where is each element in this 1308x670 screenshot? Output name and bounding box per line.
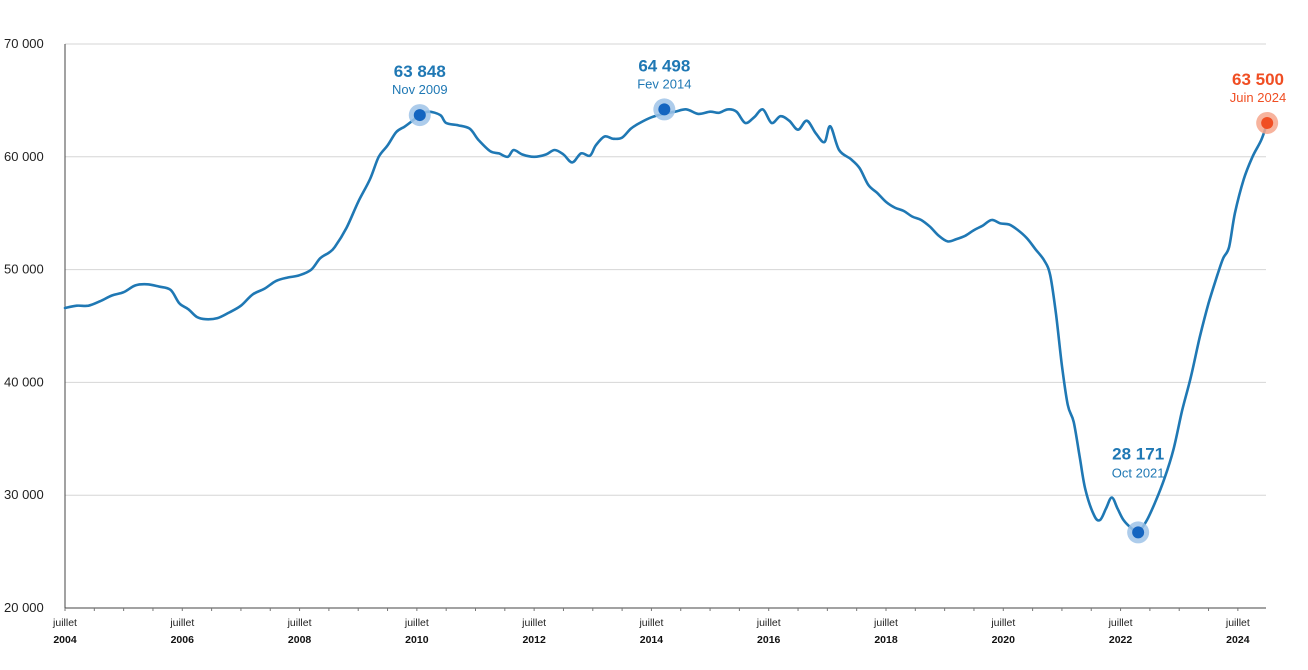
y-tick-label: 60 000 xyxy=(4,149,44,164)
x-tick-label-month: juillet xyxy=(638,617,663,629)
annotation-marker xyxy=(1132,526,1145,539)
annotation-date: Oct 2021 xyxy=(1112,465,1165,480)
annotation-value: 64 498 xyxy=(638,56,690,75)
x-tick-label-month: juillet xyxy=(756,617,781,629)
x-tick-label-month: juillet xyxy=(990,617,1015,629)
x-tick-label-month: juillet xyxy=(287,617,312,629)
annotation-date: Fev 2014 xyxy=(637,76,691,91)
x-tick-label-month: juillet xyxy=(52,617,77,629)
x-tick-label-year: 2014 xyxy=(640,634,664,646)
x-tick-label-year: 2020 xyxy=(992,634,1016,646)
annotation-value: 28 171 xyxy=(1112,444,1164,463)
annotation-date: Juin 2024 xyxy=(1230,90,1286,105)
x-tick-label-month: juillet xyxy=(521,617,546,629)
annotation-value: 63 500 xyxy=(1232,70,1284,89)
axes xyxy=(64,44,1266,611)
x-tick-label-year: 2008 xyxy=(288,634,312,646)
x-axis-tick-labels: juillet 2004 juillet 2006 juillet 2008 juillet… xyxy=(52,617,1250,646)
x-tick-label-year: 2010 xyxy=(405,634,429,646)
x-tick-label-month: juillet xyxy=(1108,617,1133,629)
series-line xyxy=(63,108,1269,535)
x-tick-label-year: 2022 xyxy=(1109,634,1133,646)
x-tick-label-year: 2012 xyxy=(522,634,546,646)
annotation-value: 63 848 xyxy=(394,62,446,81)
x-tick-label-month: juillet xyxy=(169,617,194,629)
y-tick-label: 50 000 xyxy=(4,262,44,277)
y-tick-label: 70 000 xyxy=(4,36,44,51)
annotation-marker xyxy=(1261,116,1274,129)
x-tick-label-year: 2024 xyxy=(1226,634,1250,646)
y-tick-label: 40 000 xyxy=(4,374,44,389)
series-group xyxy=(63,108,1269,535)
x-tick-label-year: 2018 xyxy=(874,634,898,646)
x-tick-label-year: 2016 xyxy=(757,634,781,646)
annotation-date: Nov 2009 xyxy=(392,82,448,97)
y-axis-tick-labels: 20 000 30 000 40 000 50 000 60 000 70 000 xyxy=(4,36,44,615)
annotation-marker xyxy=(658,103,671,116)
annotation-marker xyxy=(413,109,426,122)
gridlines xyxy=(65,43,1266,496)
x-tick-label-year: 2006 xyxy=(171,634,195,646)
y-tick-label: 30 000 xyxy=(4,487,44,502)
x-tick-label-month: juillet xyxy=(873,617,898,629)
y-tick-label: 20 000 xyxy=(4,600,44,615)
x-tick-label-month: juillet xyxy=(1225,617,1250,629)
x-tick-label-month: juillet xyxy=(404,617,429,629)
x-tick-label-year: 2004 xyxy=(53,634,77,646)
